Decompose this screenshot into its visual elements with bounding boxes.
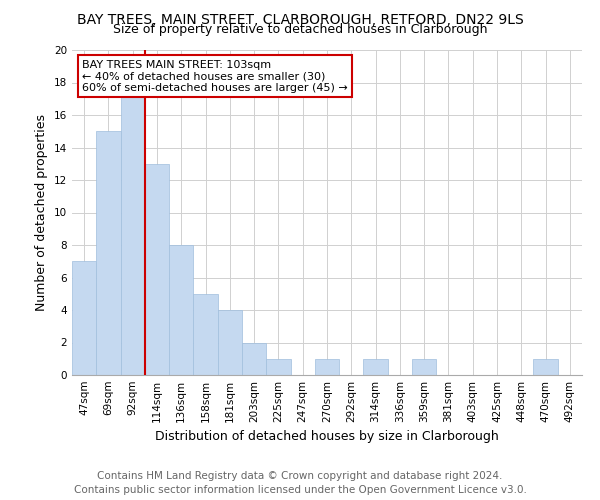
Bar	[266, 359, 290, 375]
X-axis label: Distribution of detached houses by size in Clarborough: Distribution of detached houses by size …	[155, 430, 499, 444]
Bar	[533, 359, 558, 375]
Bar	[72, 261, 96, 375]
Bar	[145, 164, 169, 375]
Bar	[193, 294, 218, 375]
Y-axis label: Number of detached properties: Number of detached properties	[35, 114, 49, 311]
Bar	[169, 245, 193, 375]
Text: Size of property relative to detached houses in Clarborough: Size of property relative to detached ho…	[113, 22, 487, 36]
Bar	[96, 131, 121, 375]
Text: BAY TREES, MAIN STREET, CLARBOROUGH, RETFORD, DN22 9LS: BAY TREES, MAIN STREET, CLARBOROUGH, RET…	[77, 12, 523, 26]
Bar	[242, 342, 266, 375]
Text: BAY TREES MAIN STREET: 103sqm
← 40% of detached houses are smaller (30)
60% of s: BAY TREES MAIN STREET: 103sqm ← 40% of d…	[82, 60, 348, 93]
Bar	[315, 359, 339, 375]
Bar	[121, 66, 145, 375]
Bar	[412, 359, 436, 375]
Bar	[364, 359, 388, 375]
Text: Contains HM Land Registry data © Crown copyright and database right 2024.
Contai: Contains HM Land Registry data © Crown c…	[74, 471, 526, 495]
Bar	[218, 310, 242, 375]
